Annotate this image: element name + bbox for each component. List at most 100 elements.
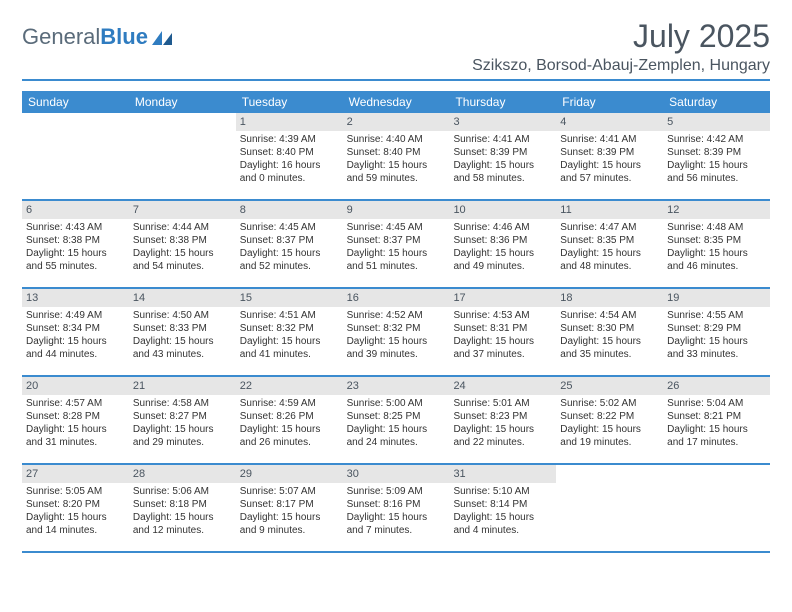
day-cell: 4Sunrise: 4:41 AMSunset: 8:39 PMDaylight…	[556, 113, 663, 199]
day-details: Sunrise: 5:00 AMSunset: 8:25 PMDaylight:…	[343, 395, 450, 455]
day-number: 4	[556, 113, 663, 131]
day-number: 17	[449, 289, 556, 307]
day-number: 8	[236, 201, 343, 219]
day-cell: 25Sunrise: 5:02 AMSunset: 8:22 PMDayligh…	[556, 377, 663, 463]
day-cell: 28Sunrise: 5:06 AMSunset: 8:18 PMDayligh…	[129, 465, 236, 551]
day-details: Sunrise: 4:50 AMSunset: 8:33 PMDaylight:…	[129, 307, 236, 367]
week-row: 13Sunrise: 4:49 AMSunset: 8:34 PMDayligh…	[22, 289, 770, 377]
day-details: Sunrise: 4:43 AMSunset: 8:38 PMDaylight:…	[22, 219, 129, 279]
day-cell: 1Sunrise: 4:39 AMSunset: 8:40 PMDaylight…	[236, 113, 343, 199]
week-row: 27Sunrise: 5:05 AMSunset: 8:20 PMDayligh…	[22, 465, 770, 553]
day-number: 1	[236, 113, 343, 131]
day-cell	[22, 113, 129, 199]
day-details: Sunrise: 4:52 AMSunset: 8:32 PMDaylight:…	[343, 307, 450, 367]
day-number: 15	[236, 289, 343, 307]
day-details: Sunrise: 4:57 AMSunset: 8:28 PMDaylight:…	[22, 395, 129, 455]
day-cell: 17Sunrise: 4:53 AMSunset: 8:31 PMDayligh…	[449, 289, 556, 375]
logo-text-part2: Blue	[100, 24, 148, 49]
day-number: 3	[449, 113, 556, 131]
weeks-container: 1Sunrise: 4:39 AMSunset: 8:40 PMDaylight…	[22, 113, 770, 553]
day-details: Sunrise: 4:39 AMSunset: 8:40 PMDaylight:…	[236, 131, 343, 191]
day-cell: 21Sunrise: 4:58 AMSunset: 8:27 PMDayligh…	[129, 377, 236, 463]
day-details: Sunrise: 4:41 AMSunset: 8:39 PMDaylight:…	[449, 131, 556, 191]
day-details: Sunrise: 5:01 AMSunset: 8:23 PMDaylight:…	[449, 395, 556, 455]
day-details: Sunrise: 4:44 AMSunset: 8:38 PMDaylight:…	[129, 219, 236, 279]
day-details: Sunrise: 4:55 AMSunset: 8:29 PMDaylight:…	[663, 307, 770, 367]
day-number: 27	[22, 465, 129, 483]
day-number: 18	[556, 289, 663, 307]
day-cell: 2Sunrise: 4:40 AMSunset: 8:40 PMDaylight…	[343, 113, 450, 199]
day-number: 25	[556, 377, 663, 395]
day-details: Sunrise: 4:42 AMSunset: 8:39 PMDaylight:…	[663, 131, 770, 191]
day-details: Sunrise: 4:45 AMSunset: 8:37 PMDaylight:…	[343, 219, 450, 279]
weekday-header: Wednesday	[343, 91, 450, 113]
week-row: 20Sunrise: 4:57 AMSunset: 8:28 PMDayligh…	[22, 377, 770, 465]
day-number: 26	[663, 377, 770, 395]
weekday-header: Friday	[556, 91, 663, 113]
day-details: Sunrise: 4:47 AMSunset: 8:35 PMDaylight:…	[556, 219, 663, 279]
day-details: Sunrise: 5:02 AMSunset: 8:22 PMDaylight:…	[556, 395, 663, 455]
day-details: Sunrise: 4:49 AMSunset: 8:34 PMDaylight:…	[22, 307, 129, 367]
header: GeneralBlue July 2025	[22, 18, 770, 55]
day-number: 13	[22, 289, 129, 307]
day-details: Sunrise: 4:48 AMSunset: 8:35 PMDaylight:…	[663, 219, 770, 279]
day-number: 2	[343, 113, 450, 131]
day-cell	[556, 465, 663, 551]
day-cell: 7Sunrise: 4:44 AMSunset: 8:38 PMDaylight…	[129, 201, 236, 287]
day-details: Sunrise: 5:05 AMSunset: 8:20 PMDaylight:…	[22, 483, 129, 543]
day-cell: 3Sunrise: 4:41 AMSunset: 8:39 PMDaylight…	[449, 113, 556, 199]
day-details: Sunrise: 4:41 AMSunset: 8:39 PMDaylight:…	[556, 131, 663, 191]
day-number: 10	[449, 201, 556, 219]
day-cell: 27Sunrise: 5:05 AMSunset: 8:20 PMDayligh…	[22, 465, 129, 551]
day-number: 7	[129, 201, 236, 219]
day-details: Sunrise: 4:51 AMSunset: 8:32 PMDaylight:…	[236, 307, 343, 367]
day-cell	[663, 465, 770, 551]
day-number: 21	[129, 377, 236, 395]
day-cell: 15Sunrise: 4:51 AMSunset: 8:32 PMDayligh…	[236, 289, 343, 375]
day-details: Sunrise: 5:04 AMSunset: 8:21 PMDaylight:…	[663, 395, 770, 455]
day-number: 14	[129, 289, 236, 307]
day-details: Sunrise: 5:07 AMSunset: 8:17 PMDaylight:…	[236, 483, 343, 543]
weekday-header: Thursday	[449, 91, 556, 113]
day-number: 24	[449, 377, 556, 395]
day-details: Sunrise: 5:06 AMSunset: 8:18 PMDaylight:…	[129, 483, 236, 543]
day-cell: 29Sunrise: 5:07 AMSunset: 8:17 PMDayligh…	[236, 465, 343, 551]
day-cell: 10Sunrise: 4:46 AMSunset: 8:36 PMDayligh…	[449, 201, 556, 287]
week-row: 6Sunrise: 4:43 AMSunset: 8:38 PMDaylight…	[22, 201, 770, 289]
day-cell: 5Sunrise: 4:42 AMSunset: 8:39 PMDaylight…	[663, 113, 770, 199]
day-details: Sunrise: 4:54 AMSunset: 8:30 PMDaylight:…	[556, 307, 663, 367]
weekday-header: Monday	[129, 91, 236, 113]
day-cell	[129, 113, 236, 199]
day-cell: 6Sunrise: 4:43 AMSunset: 8:38 PMDaylight…	[22, 201, 129, 287]
day-number: 9	[343, 201, 450, 219]
day-details: Sunrise: 4:40 AMSunset: 8:40 PMDaylight:…	[343, 131, 450, 191]
day-details: Sunrise: 5:10 AMSunset: 8:14 PMDaylight:…	[449, 483, 556, 543]
day-number: 11	[556, 201, 663, 219]
weekday-header: Saturday	[663, 91, 770, 113]
day-cell: 19Sunrise: 4:55 AMSunset: 8:29 PMDayligh…	[663, 289, 770, 375]
day-number: 23	[343, 377, 450, 395]
logo-text-part1: General	[22, 24, 100, 49]
day-cell: 20Sunrise: 4:57 AMSunset: 8:28 PMDayligh…	[22, 377, 129, 463]
day-details: Sunrise: 4:46 AMSunset: 8:36 PMDaylight:…	[449, 219, 556, 279]
calendar: SundayMondayTuesdayWednesdayThursdayFrid…	[22, 91, 770, 553]
day-cell: 11Sunrise: 4:47 AMSunset: 8:35 PMDayligh…	[556, 201, 663, 287]
day-number: 30	[343, 465, 450, 483]
day-details: Sunrise: 4:58 AMSunset: 8:27 PMDaylight:…	[129, 395, 236, 455]
day-details: Sunrise: 4:59 AMSunset: 8:26 PMDaylight:…	[236, 395, 343, 455]
day-cell: 13Sunrise: 4:49 AMSunset: 8:34 PMDayligh…	[22, 289, 129, 375]
day-cell: 26Sunrise: 5:04 AMSunset: 8:21 PMDayligh…	[663, 377, 770, 463]
day-number: 16	[343, 289, 450, 307]
day-number: 5	[663, 113, 770, 131]
day-number: 20	[22, 377, 129, 395]
day-cell: 31Sunrise: 5:10 AMSunset: 8:14 PMDayligh…	[449, 465, 556, 551]
day-cell: 23Sunrise: 5:00 AMSunset: 8:25 PMDayligh…	[343, 377, 450, 463]
day-number: 12	[663, 201, 770, 219]
day-cell: 16Sunrise: 4:52 AMSunset: 8:32 PMDayligh…	[343, 289, 450, 375]
day-cell: 8Sunrise: 4:45 AMSunset: 8:37 PMDaylight…	[236, 201, 343, 287]
day-number: 19	[663, 289, 770, 307]
logo: GeneralBlue	[22, 24, 174, 50]
day-details: Sunrise: 4:53 AMSunset: 8:31 PMDaylight:…	[449, 307, 556, 367]
day-cell: 9Sunrise: 4:45 AMSunset: 8:37 PMDaylight…	[343, 201, 450, 287]
day-cell: 12Sunrise: 4:48 AMSunset: 8:35 PMDayligh…	[663, 201, 770, 287]
